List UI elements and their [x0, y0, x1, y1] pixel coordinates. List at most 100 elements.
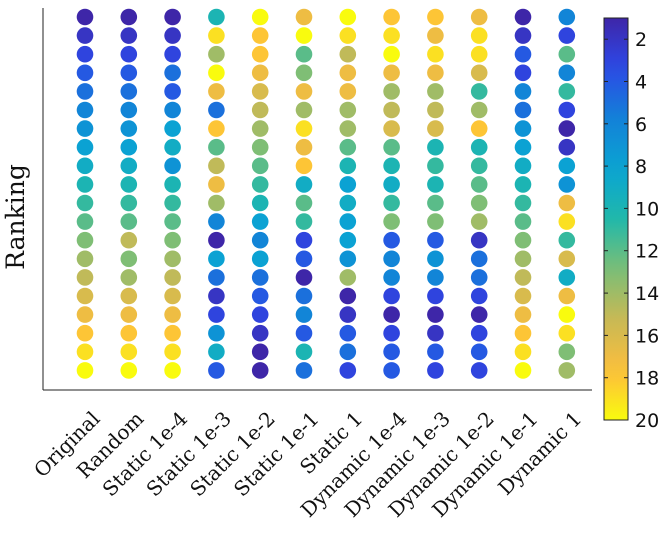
rank-dot: [164, 45, 181, 63]
rank-dot: [76, 176, 94, 193]
rank-dot: [208, 231, 225, 249]
rank-dot: [514, 8, 532, 26]
rank-dot: [558, 269, 576, 286]
rank-dot: [295, 362, 313, 379]
rank-dot: [164, 269, 181, 286]
rank-dot: [514, 250, 532, 268]
rank-dot: [164, 120, 181, 137]
rank-dot: [164, 138, 181, 156]
rank-dot: [383, 8, 400, 26]
rank-dot: [470, 83, 488, 100]
colorbar-tick-label: 4: [635, 72, 647, 94]
rank-dot: [514, 138, 532, 156]
rank-dot: [427, 269, 444, 286]
rank-dot: [383, 269, 400, 286]
rank-dot: [470, 8, 488, 26]
rank-dot: [383, 101, 400, 119]
rank-dot: [164, 213, 181, 230]
rank-dot: [76, 101, 94, 119]
rank-dot: [470, 157, 488, 175]
rank-dot: [251, 362, 269, 379]
rank-dot: [427, 83, 444, 100]
rank-dot: [251, 324, 269, 342]
rank-dot: [339, 250, 357, 268]
colorbar-tick-label: 14: [635, 283, 659, 305]
rank-dot: [251, 269, 269, 286]
rank-dot: [427, 101, 444, 119]
rank-dot: [383, 157, 400, 175]
rank-dot: [251, 45, 269, 63]
rank-dot: [339, 231, 357, 249]
rank-dot: [514, 287, 532, 305]
rank-dot: [295, 27, 313, 44]
rank-dot: [208, 324, 225, 342]
rank-dot: [427, 8, 444, 26]
rank-dot: [208, 269, 225, 286]
rank-dot: [208, 83, 225, 100]
rank-dot: [470, 250, 488, 268]
rank-dot: [470, 343, 488, 361]
rank-dot: [383, 120, 400, 137]
rank-dot: [251, 176, 269, 193]
rank-dot: [76, 324, 94, 342]
rank-dot: [76, 250, 94, 268]
rank-dot: [295, 194, 313, 212]
rank-dot: [558, 343, 576, 361]
rank-dot: [120, 287, 138, 305]
rank-dot: [514, 83, 532, 100]
y-axis-label: Ranking: [1, 164, 30, 270]
rank-dot: [339, 8, 357, 26]
rank-dot: [427, 343, 444, 361]
rank-dot: [251, 83, 269, 100]
rank-dot: [514, 343, 532, 361]
rank-dot: [164, 194, 181, 212]
rank-dot: [295, 45, 313, 63]
rank-dot: [470, 45, 488, 63]
rank-dot: [295, 8, 313, 26]
rank-dot: [164, 362, 181, 379]
rank-dot: [251, 343, 269, 361]
rank-dot: [514, 176, 532, 193]
rank-dot: [339, 324, 357, 342]
rank-dot: [383, 362, 400, 379]
rank-dot: [470, 27, 488, 44]
rank-dot: [514, 194, 532, 212]
rank-dot: [339, 306, 357, 323]
rank-dot: [120, 138, 138, 156]
rank-dot: [558, 83, 576, 100]
rank-dot: [339, 120, 357, 137]
rank-dot: [339, 213, 357, 230]
rank-dot: [164, 287, 181, 305]
colorbar-tick-label: 6: [635, 114, 647, 136]
rank-dot: [427, 138, 444, 156]
rank-dot: [120, 83, 138, 100]
rank-dot: [427, 213, 444, 230]
rank-dot: [251, 27, 269, 44]
rank-dot: [76, 120, 94, 137]
rank-dot: [76, 362, 94, 379]
rank-dot: [295, 138, 313, 156]
rank-dot: [295, 269, 313, 286]
colorbar-tick-label: 12: [635, 241, 659, 263]
rank-dot: [427, 120, 444, 137]
rank-dot: [76, 306, 94, 323]
rank-dot: [558, 287, 576, 305]
rank-dot: [120, 120, 138, 137]
rank-dot: [251, 231, 269, 249]
rank-dot: [76, 27, 94, 44]
rank-dot: [164, 250, 181, 268]
rank-dot: [558, 101, 576, 119]
rank-dot: [295, 64, 313, 82]
rank-dot: [470, 138, 488, 156]
rank-dot: [558, 362, 576, 379]
rank-dot: [514, 324, 532, 342]
rank-dot: [164, 27, 181, 44]
rank-dot: [470, 194, 488, 212]
rank-dot: [558, 194, 576, 212]
rank-dot: [383, 287, 400, 305]
rank-dot: [470, 287, 488, 305]
rank-dot: [251, 287, 269, 305]
rank-dot: [383, 138, 400, 156]
rank-dot: [558, 138, 576, 156]
